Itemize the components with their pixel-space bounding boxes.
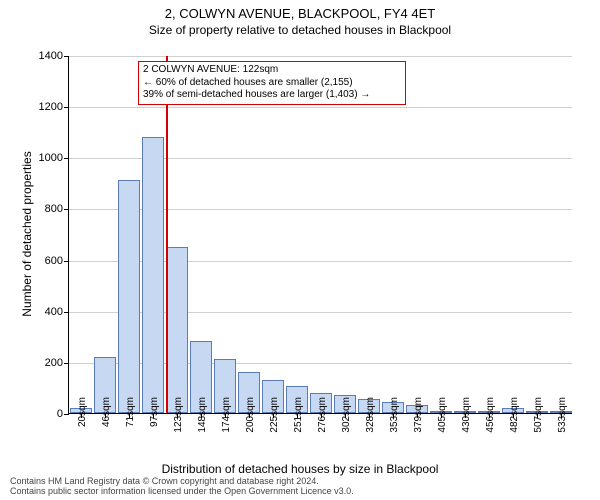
xtick-label: 71sqm xyxy=(125,397,136,447)
annotation-line-2: ← 60% of detached houses are smaller (2,… xyxy=(143,77,401,90)
annotation-box: 2 COLWYN AVENUE: 122sqm ← 60% of detache… xyxy=(138,61,406,105)
xtick-label: 353sqm xyxy=(389,397,400,447)
ytick-mark xyxy=(64,56,69,57)
xtick-label: 251sqm xyxy=(293,397,304,447)
footer: Contains HM Land Registry data © Crown c… xyxy=(10,476,354,496)
ytick-mark xyxy=(64,312,69,313)
ytick-label: 800 xyxy=(45,203,63,215)
subtitle: Size of property relative to detached ho… xyxy=(0,21,600,37)
ytick-label: 1400 xyxy=(39,50,63,62)
ytick-label: 200 xyxy=(45,357,63,369)
xtick-label: 533sqm xyxy=(557,397,568,447)
xtick-label: 123sqm xyxy=(173,397,184,447)
bar xyxy=(142,137,165,413)
xtick-label: 456sqm xyxy=(485,397,496,447)
title: 2, COLWYN AVENUE, BLACKPOOL, FY4 4ET xyxy=(0,0,600,21)
xtick-label: 482sqm xyxy=(509,397,520,447)
x-axis-label: Distribution of detached houses by size … xyxy=(0,462,600,476)
xtick-label: 276sqm xyxy=(317,397,328,447)
ytick-label: 1000 xyxy=(39,152,63,164)
bar xyxy=(118,180,141,413)
xtick-label: 20sqm xyxy=(77,397,88,447)
chart-area: 020040060080010001200140020sqm46sqm71sqm… xyxy=(68,56,572,414)
footer-line-1: Contains HM Land Registry data © Crown c… xyxy=(10,476,354,486)
xtick-label: 225sqm xyxy=(269,397,280,447)
xtick-label: 174sqm xyxy=(221,397,232,447)
marker-line xyxy=(166,56,168,413)
ytick-mark xyxy=(64,261,69,262)
ytick-mark xyxy=(64,209,69,210)
ytick-label: 400 xyxy=(45,306,63,318)
ytick-mark xyxy=(64,414,69,415)
gridline xyxy=(69,56,572,57)
footer-line-2: Contains public sector information licen… xyxy=(10,486,354,496)
xtick-label: 430sqm xyxy=(461,397,472,447)
xtick-label: 302sqm xyxy=(341,397,352,447)
xtick-label: 405sqm xyxy=(437,397,448,447)
plot: 020040060080010001200140020sqm46sqm71sqm… xyxy=(68,56,572,414)
ytick-label: 600 xyxy=(45,255,63,267)
xtick-label: 97sqm xyxy=(149,397,160,447)
xtick-label: 46sqm xyxy=(101,397,112,447)
ytick-label: 0 xyxy=(57,408,63,420)
annotation-line-3: 39% of semi-detached houses are larger (… xyxy=(143,89,401,102)
y-axis-label: Number of detached properties xyxy=(20,55,34,413)
xtick-label: 200sqm xyxy=(245,397,256,447)
ytick-mark xyxy=(64,107,69,108)
xtick-label: 379sqm xyxy=(413,397,424,447)
ytick-mark xyxy=(64,158,69,159)
xtick-label: 328sqm xyxy=(365,397,376,447)
bar xyxy=(166,247,189,413)
xtick-label: 148sqm xyxy=(197,397,208,447)
ytick-label: 1200 xyxy=(39,101,63,113)
xtick-label: 507sqm xyxy=(533,397,544,447)
gridline xyxy=(69,107,572,108)
ytick-mark xyxy=(64,363,69,364)
annotation-line-1: 2 COLWYN AVENUE: 122sqm xyxy=(143,64,401,77)
